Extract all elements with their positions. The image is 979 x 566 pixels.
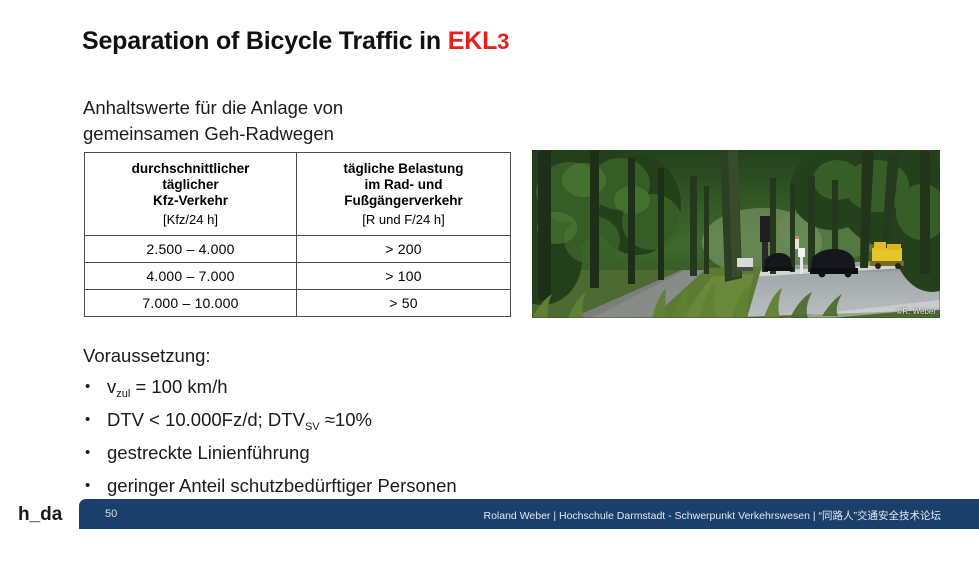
table-header-rad: tägliche Belastung im Rad- und Fußgänger… [296,152,511,236]
table-header-rad-line2: im Rad- und [364,176,443,192]
table-header-kfz-line2: täglicher [162,176,219,192]
condition-text-pre: DTV < 10.000Fz/d; DTV [107,409,305,430]
footer-bar: 50 Roland Weber | Hochschule Darmstadt -… [79,499,979,529]
condition-text-pre: v [107,376,117,397]
table-header-kfz: durchschnittlicher täglicher Kfz-Verkehr… [84,152,297,236]
footer-credit: Roland Weber | Hochschule Darmstadt - Sc… [483,510,942,522]
list-item: gestreckte Linienführung [83,438,783,471]
roadside-bikepath-photo: ©R. Weber [532,150,940,318]
conditions-heading: Voraussetzung: [83,345,211,366]
photo-illustration [532,150,940,318]
subtitle-line-1: Anhaltswerte für die Anlage von [83,97,344,118]
table-header-rad-line3: Fußgängerverkehr [344,192,463,208]
condition-subscript: zul [116,388,131,400]
condition-text-pre: geringer Anteil schutzbedürftiger Person… [107,475,457,496]
condition-subscript: SV [304,421,320,433]
page-title: Separation of Bicycle Traffic in EKL3 [82,27,509,56]
table-header-row: durchschnittlicher täglicher Kfz-Verkehr… [84,152,511,236]
hda-logo: h_da [18,504,63,525]
page-title-accent: EKL [447,27,498,55]
condition-text-pre: gestreckte Linienführung [107,442,310,463]
cell-rad-load: > 50 [296,289,511,317]
cell-kfz-range: 4.000 – 7.000 [84,262,297,290]
list-item: DTV < 10.000Fz/d; DTVSV ≈10% [83,405,783,438]
cell-kfz-range: 7.000 – 10.000 [84,289,297,317]
cell-rad-load: > 100 [296,262,511,290]
list-item: vzul = 100 km/h [83,372,783,405]
list-item: geringer Anteil schutzbedürftiger Person… [83,471,783,504]
table-row: 4.000 – 7.000 > 100 [84,262,511,290]
condition-text-post: ≈10% [319,409,372,430]
conditions-list: vzul = 100 km/h DTV < 10.000Fz/d; DTVSV … [83,372,783,504]
page-number: 50 [105,508,118,520]
table-row: 7.000 – 10.000 > 50 [84,289,511,317]
page-title-main: Separation of Bicycle Traffic in [82,27,448,55]
condition-text-post: = 100 km/h [130,376,228,397]
cell-rad-load: > 200 [296,235,511,263]
cell-kfz-range: 2.500 – 4.000 [84,235,297,263]
table-header-rad-unit: [R und F/24 h] [362,211,445,227]
table-header-kfz-line1: durchschnittlicher [131,160,250,176]
table-row: 2.500 – 4.000 > 200 [84,235,511,263]
subtitle: Anhaltswerte für die Anlage von gemeinsa… [83,95,343,147]
photo-credit: ©R. Weber [896,307,936,316]
page-title-accent-number: 3 [497,29,510,54]
reference-values-table: durchschnittlicher täglicher Kfz-Verkehr… [84,152,511,317]
table-header-rad-line1: tägliche Belastung [343,160,464,176]
subtitle-line-2: gemeinsamen Geh-Radwegen [83,123,334,144]
table-header-kfz-line3: Kfz-Verkehr [152,192,229,208]
table-header-kfz-unit: [Kfz/24 h] [163,211,218,227]
